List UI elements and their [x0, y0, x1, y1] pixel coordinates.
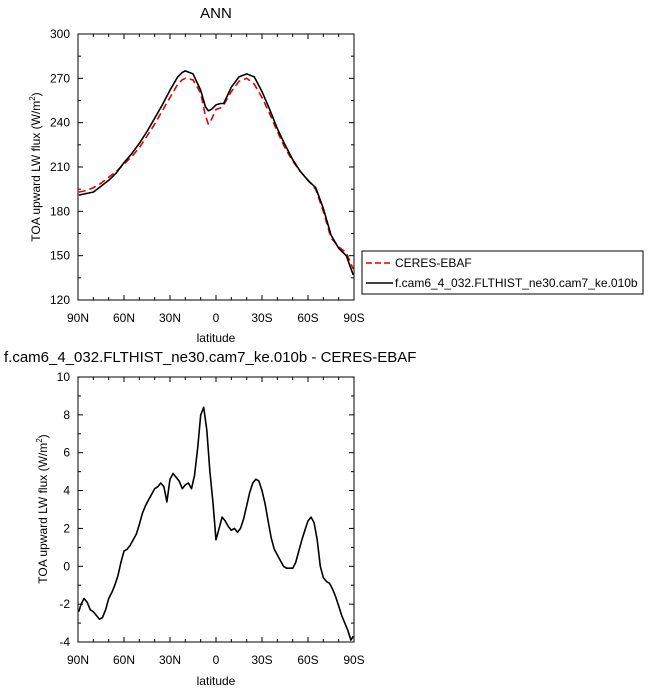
y-tick-label: 180	[50, 204, 70, 218]
legend: CERES-EBAF f.cam6_4_032.FLTHIST_ne30.cam…	[361, 250, 644, 295]
x-tick-label: 90S	[343, 311, 364, 325]
legend-label-model: f.cam6_4_032.FLTHIST_ne30.cam7_ke.010b	[395, 276, 638, 290]
top-plot-area	[77, 33, 355, 301]
series-line-0	[78, 77, 354, 270]
y-tick-label: 270	[50, 71, 70, 85]
x-tick-label: 30S	[251, 311, 272, 325]
x-tick-label: 30N	[159, 653, 181, 667]
bottom-y-axis-label: TOA upward LW flux (W/m2)	[35, 434, 50, 583]
legend-box	[361, 250, 644, 295]
bottom-y-tick-labels: -4 -2 0 2 4 6 8 10	[57, 370, 71, 649]
y-tick-label: -2	[59, 597, 70, 611]
x-tick-label: 30S	[251, 653, 272, 667]
bottom-plot-area	[77, 376, 355, 643]
series-line-1	[78, 70, 354, 276]
x-tick-label: 30N	[159, 311, 181, 325]
y-tick-label: 4	[63, 484, 70, 498]
plot-frame	[77, 376, 355, 643]
y-tick-label: 6	[63, 446, 70, 460]
y-tick-label: 2	[63, 521, 70, 535]
y-tick-label: 240	[50, 116, 70, 130]
legend-label-ceres: CERES-EBAF	[395, 256, 472, 270]
y-tick-label: 8	[63, 408, 70, 422]
bottom-x-axis-label: latitude	[197, 674, 236, 688]
y-tick-label: 300	[50, 27, 70, 41]
x-tick-label: 0	[213, 653, 220, 667]
series-line-0	[78, 406, 354, 641]
y-tick-label: 210	[50, 160, 70, 174]
x-tick-label: 90N	[67, 653, 89, 667]
y-tick-label: -4	[59, 635, 70, 649]
y-tick-label: 120	[50, 293, 70, 307]
bottom-x-tick-labels: 90N 60N 30N 0 30S 60S 90S	[67, 653, 365, 667]
x-tick-label: 90S	[343, 653, 364, 667]
top-chart-panel: ANN 120 150 180 210 240 270 300 90N 60N 30N 0 30S 6…	[28, 5, 365, 345]
y-tick-label: 10	[57, 370, 71, 384]
x-tick-label: 60S	[297, 653, 318, 667]
x-tick-label: 60N	[113, 311, 135, 325]
x-tick-label: 90N	[67, 311, 89, 325]
top-chart-title: ANN	[200, 5, 232, 22]
bottom-chart-title: f.cam6_4_032.FLTHIST_ne30.cam7_ke.010b -…	[4, 349, 416, 366]
plot-frame	[77, 33, 355, 301]
y-tick-label: 0	[63, 559, 70, 573]
x-tick-label: 0	[213, 311, 220, 325]
bottom-chart-panel: f.cam6_4_032.FLTHIST_ne30.cam7_ke.010b -…	[4, 349, 416, 688]
top-y-axis-label: TOA upward LW flux (W/m2)	[28, 92, 43, 241]
top-x-axis-label: latitude	[197, 331, 236, 345]
x-tick-label: 60S	[297, 311, 318, 325]
top-x-tick-labels: 90N 60N 30N 0 30S 60S 90S	[67, 311, 365, 325]
x-tick-label: 60N	[113, 653, 135, 667]
top-y-tick-labels: 120 150 180 210 240 270 300	[50, 27, 70, 307]
y-tick-label: 150	[50, 249, 70, 263]
